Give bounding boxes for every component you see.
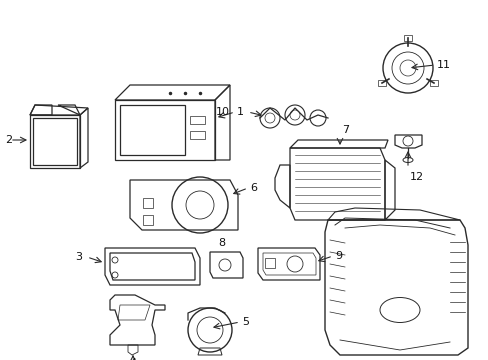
Text: 11: 11 [436,60,450,70]
Text: 10: 10 [216,107,229,117]
Text: 7: 7 [341,125,348,135]
Text: 8: 8 [218,238,225,248]
Text: 12: 12 [409,172,423,182]
Text: 5: 5 [242,317,248,327]
Text: 1: 1 [237,107,244,117]
Text: 3: 3 [75,252,82,262]
Text: 6: 6 [249,183,257,193]
Text: 9: 9 [334,251,342,261]
Text: 4: 4 [129,358,136,360]
Text: 2: 2 [5,135,12,145]
